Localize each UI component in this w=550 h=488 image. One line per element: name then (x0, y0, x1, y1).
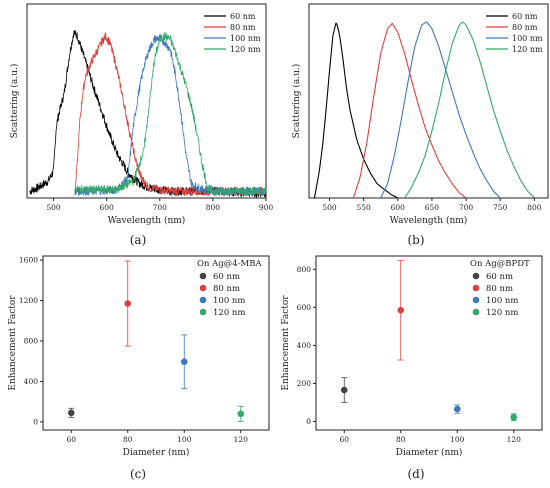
panel-label: (c) (130, 467, 146, 481)
series-line (74, 31, 266, 196)
legend-label: 100 nm (213, 296, 245, 306)
legend-title: On Ag@BPDT (470, 259, 530, 269)
legend-marker (199, 296, 207, 304)
panel-label: (d) (407, 467, 424, 481)
legend-label: 80 nm (486, 284, 513, 294)
data-point (453, 405, 461, 413)
panel-d: 60 80 100 120 0 200 400 600 800 Diameter (nm) Enha… (281, 255, 543, 481)
y-tick-label: 200 (297, 379, 312, 388)
legend-label: 100 nm (230, 34, 261, 43)
x-tick-label: 700 (459, 203, 474, 212)
legend-marker (199, 272, 207, 280)
panel-label: (a) (130, 233, 147, 247)
y-axis-title: Scattering (a.u.) (9, 64, 20, 139)
x-tick-label: 550 (356, 203, 371, 212)
x-tick-label: 800 (527, 203, 542, 212)
x-tick-label: 60 (66, 435, 76, 444)
x-tick-label: 120 (234, 435, 249, 444)
legend-label: 120 nm (230, 45, 261, 54)
legend-label: 120 nm (213, 308, 245, 318)
data-point (397, 306, 405, 314)
plot-frame (26, 3, 267, 199)
legend-label: 100 nm (486, 296, 518, 306)
legend-label: 60 nm (486, 272, 513, 282)
series-layer (29, 30, 266, 198)
y-tick-label: 1600 (19, 256, 38, 265)
x-tick-label: 500 (322, 203, 337, 212)
x-tick-label: 80 (123, 435, 133, 444)
y-tick-label: 400 (24, 377, 39, 386)
data-point (124, 300, 132, 307)
x-tick-label: 80 (396, 435, 406, 444)
legend-marker (472, 296, 480, 304)
data-point (67, 409, 75, 417)
legend-label: 60 nm (213, 272, 240, 282)
legend-label: 120 nm (486, 308, 518, 318)
legend-label: 60 nm (512, 12, 538, 21)
y-tick-label: 0 (306, 417, 311, 426)
x-tick-label: 100 (177, 435, 192, 444)
legend-title: On Ag@4-MBA (197, 259, 262, 269)
series-line (380, 21, 500, 198)
x-axis-title: Diameter (nm) (123, 447, 190, 458)
plot-frame (308, 3, 549, 199)
legend-marker (472, 284, 480, 292)
y-tick-label: 400 (297, 341, 312, 350)
y-tick-label: 800 (297, 265, 312, 274)
data-point (237, 410, 245, 418)
legend-marker (472, 272, 480, 280)
x-tick-label: 800 (206, 203, 221, 212)
series-layer (313, 21, 535, 198)
legend-label: 80 nm (213, 284, 240, 294)
legend-marker (199, 308, 207, 316)
x-tick-label: 700 (153, 203, 168, 212)
legend-marker (472, 308, 480, 316)
x-tick-label: 650 (425, 203, 440, 212)
x-axis-title: Wavelength (nm) (108, 215, 186, 226)
plot-frame (42, 255, 270, 431)
x-tick-label: 600 (100, 203, 115, 212)
panel-label: (b) (407, 233, 424, 247)
y-tick-label: 1200 (19, 296, 38, 305)
legend-label: 80 nm (230, 23, 256, 32)
legend-label: 120 nm (512, 45, 543, 54)
data-point (180, 358, 188, 366)
x-axis-title: Wavelength (nm) (390, 215, 468, 226)
y-axis-title: Enhancement Factor (281, 295, 291, 391)
legend-label: 60 nm (230, 12, 256, 21)
panel-b: 500 550 600 650 700 750 800 Wavelength (nm) Scat… (291, 3, 549, 247)
legend-label: 100 nm (512, 34, 543, 43)
plot-frame (315, 255, 543, 431)
legend-label: 80 nm (512, 23, 538, 32)
series-line (313, 22, 398, 198)
y-axis-title: Enhancement Factor (8, 295, 18, 391)
y-tick-label: 0 (33, 418, 38, 427)
data-point (510, 413, 518, 421)
x-axis-title: Diameter (nm) (396, 447, 463, 458)
series-layer (67, 260, 245, 422)
x-tick-label: 750 (493, 203, 508, 212)
series-line (404, 21, 535, 198)
x-tick-label: 500 (46, 203, 61, 212)
x-tick-label: 100 (450, 435, 465, 444)
x-tick-label: 600 (391, 203, 406, 212)
panel-a: 500 600 700 800 900 Wavelength (nm) Scattering… (9, 3, 274, 247)
legend-marker (199, 284, 207, 292)
x-tick-label: 120 (507, 435, 522, 444)
x-tick-label: 60 (339, 435, 349, 444)
y-tick-label: 600 (297, 303, 312, 312)
series-layer (340, 259, 518, 422)
data-point (340, 386, 348, 394)
x-tick-label: 900 (259, 203, 274, 212)
y-tick-label: 800 (24, 337, 39, 346)
y-axis-title: Scattering (a.u.) (291, 64, 302, 139)
